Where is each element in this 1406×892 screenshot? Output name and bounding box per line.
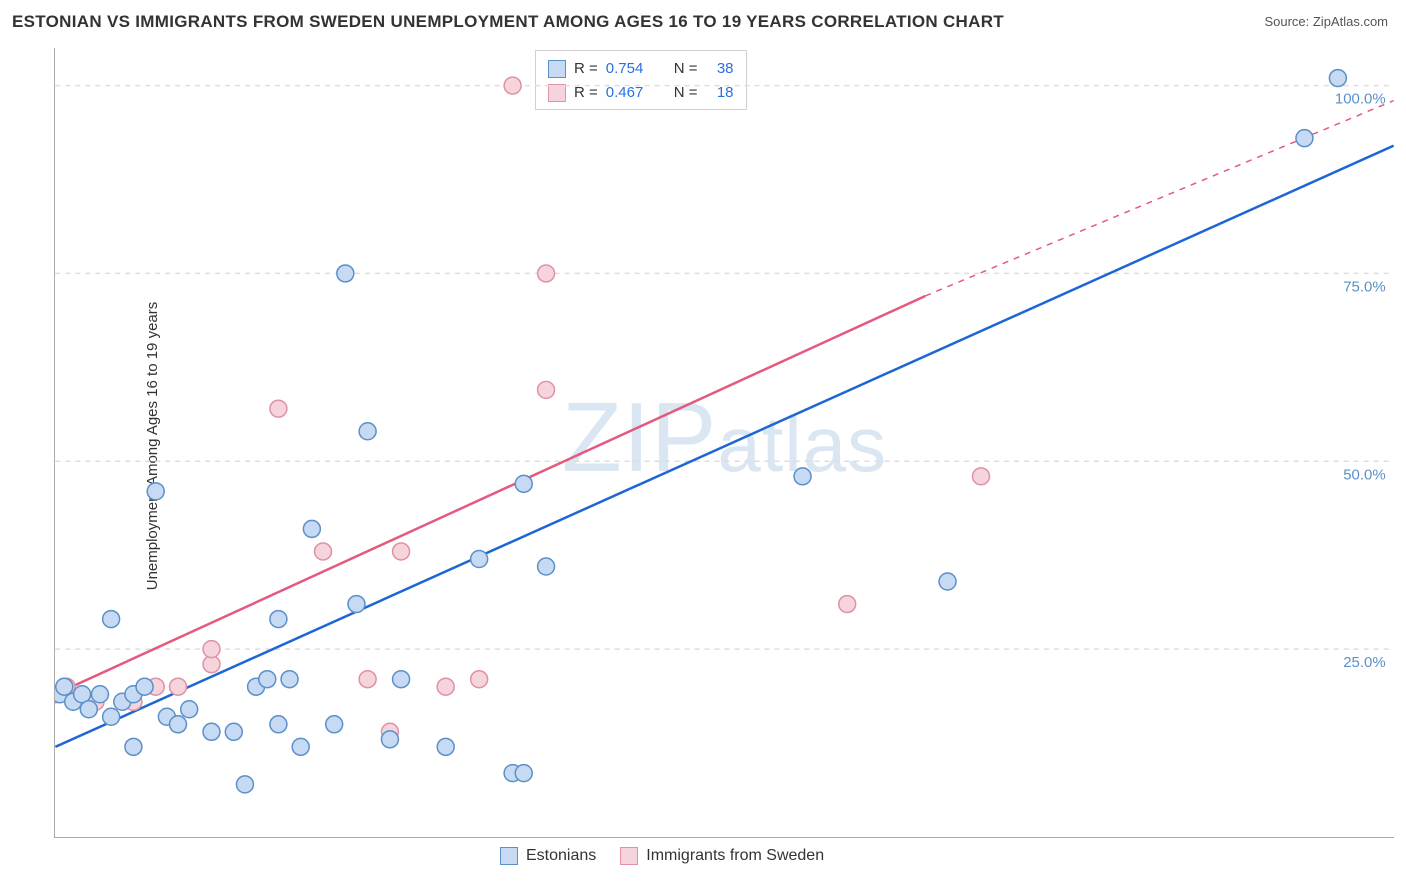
legend-item-1: Estonians	[500, 847, 596, 865]
svg-text:75.0%: 75.0%	[1343, 278, 1385, 295]
plot-area: ZIPatlas R = 0.754 N = 38 R = 0.467 N = …	[54, 48, 1394, 838]
source-attribution: Source: ZipAtlas.com	[1264, 14, 1388, 29]
n-value-1: 38	[706, 57, 734, 81]
svg-text:100.0%: 100.0%	[1335, 91, 1386, 108]
chart-svg: 25.0%50.0%75.0%100.0%0.0%6.0%	[55, 48, 1394, 837]
watermark: ZIPatlas	[562, 380, 887, 493]
legend-label-1: Estonians	[526, 847, 596, 865]
square-icon	[548, 60, 566, 78]
legend-label-2: Immigrants from Sweden	[646, 847, 824, 865]
svg-text:25.0%: 25.0%	[1343, 654, 1385, 671]
square-icon	[620, 847, 638, 865]
r-value-2: 0.467	[606, 81, 658, 105]
r-value-1: 0.754	[606, 57, 658, 81]
stats-legend-box: R = 0.754 N = 38 R = 0.467 N = 18	[535, 50, 747, 110]
r-label: R =	[574, 81, 598, 105]
n-label: N =	[674, 81, 698, 105]
svg-text:50.0%: 50.0%	[1343, 466, 1385, 483]
stats-row-2: R = 0.467 N = 18	[548, 81, 734, 105]
r-label: R =	[574, 57, 598, 81]
legend-item-2: Immigrants from Sweden	[620, 847, 824, 865]
square-icon	[500, 847, 518, 865]
n-label: N =	[674, 57, 698, 81]
stats-row-1: R = 0.754 N = 38	[548, 57, 734, 81]
chart-title: ESTONIAN VS IMMIGRANTS FROM SWEDEN UNEMP…	[12, 12, 1004, 32]
bottom-legend: Estonians Immigrants from Sweden	[500, 847, 824, 865]
square-icon	[548, 84, 566, 102]
n-value-2: 18	[706, 81, 734, 105]
